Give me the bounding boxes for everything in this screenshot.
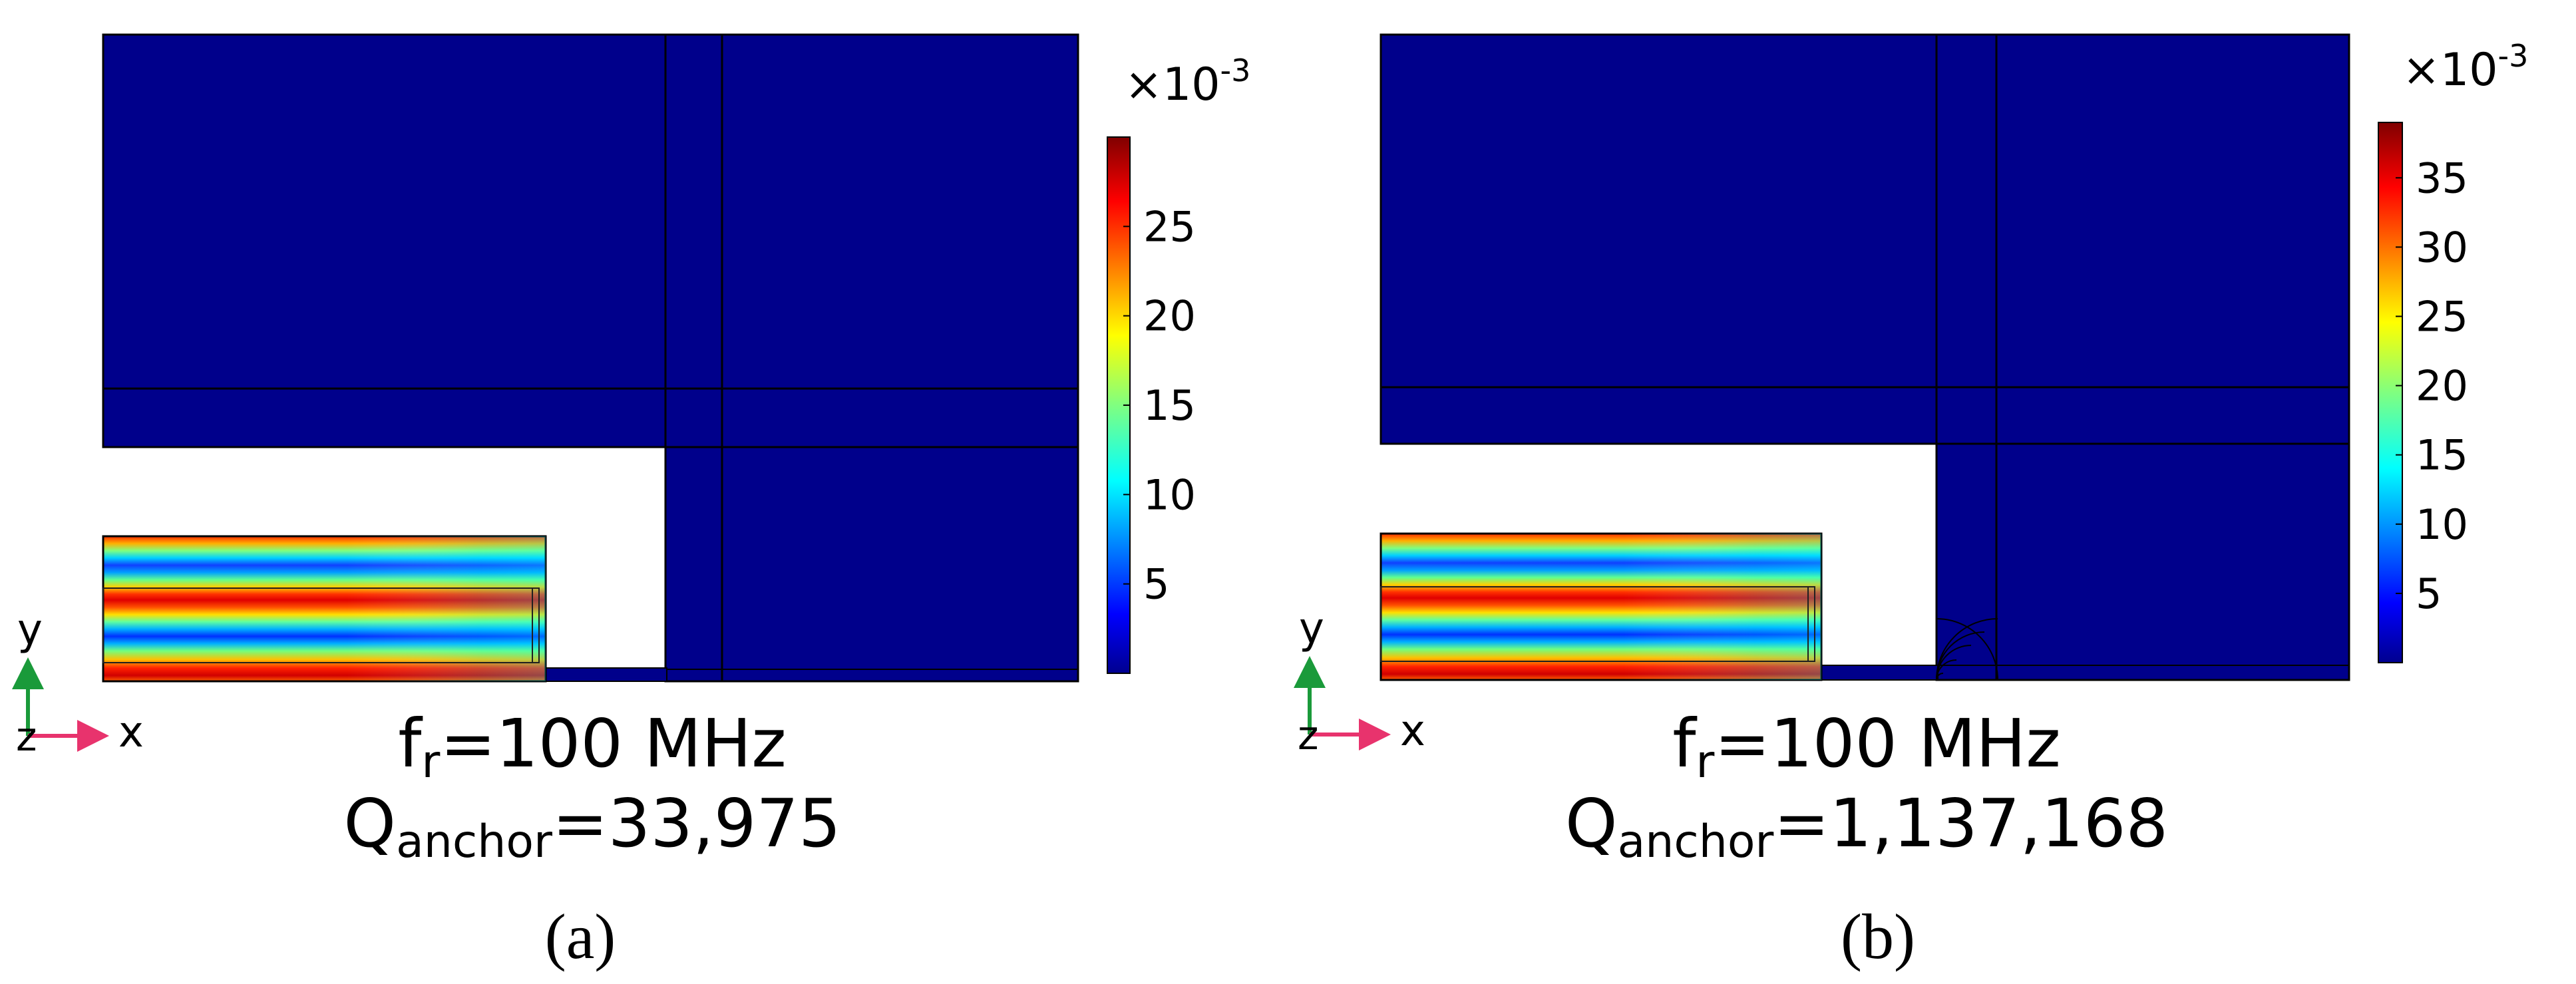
z-axis-label: z bbox=[16, 714, 37, 760]
colorbar-tick-label: 30 bbox=[2416, 223, 2468, 271]
colorbar-tick-label: 15 bbox=[1143, 381, 1196, 430]
axis-triad: y z x bbox=[1294, 604, 1425, 759]
y-axis-label: y bbox=[17, 605, 43, 655]
beam-inner-outline bbox=[1380, 586, 1815, 662]
y-axis-label: y bbox=[1299, 604, 1324, 653]
anchor-quality-factor: Qanchor=1,137,168 bbox=[1565, 784, 2168, 868]
beam-field-fade bbox=[1381, 534, 1821, 680]
anchor-stem bbox=[1819, 665, 1938, 681]
colorbar-exponent: ×10-3 bbox=[2402, 38, 2528, 96]
colorbar-tick-label: 25 bbox=[2416, 292, 2468, 341]
anchor-stem bbox=[545, 667, 667, 682]
colorbar-tick-label: 5 bbox=[1143, 560, 1169, 609]
colorbar-tick-label: 20 bbox=[1143, 292, 1196, 341]
anchor-block bbox=[1935, 442, 2350, 681]
beam-inner-outline bbox=[102, 587, 540, 663]
beam-field-fade bbox=[103, 536, 546, 681]
resonant-frequency: fr=100 MHz bbox=[398, 705, 787, 788]
panel-label: (b) bbox=[1841, 901, 1915, 972]
pml-arcs bbox=[1936, 618, 1998, 681]
panel-label: (a) bbox=[545, 901, 616, 972]
colorbar-gradient bbox=[2378, 122, 2403, 663]
anchor-block bbox=[664, 446, 1079, 683]
colorbar: ×10-3 5 10 15 20 25 bbox=[1107, 53, 1250, 674]
colorbar-tick-label: 5 bbox=[2416, 570, 2442, 618]
resonator-beam bbox=[1380, 532, 1823, 681]
panel-b: ×10-3 5 10 15 20 25 30 35 y z x fr=100 MHz Qan… bbox=[1294, 33, 2528, 972]
colorbar-ticks: 5 10 15 20 25 bbox=[1123, 202, 1196, 609]
x-axis-label: x bbox=[1400, 707, 1425, 756]
x-axis-label: x bbox=[118, 708, 144, 757]
simulation-domain bbox=[102, 33, 1079, 683]
colorbar-tick-label: 35 bbox=[2416, 154, 2468, 202]
colorbar-exponent: ×10-3 bbox=[1125, 53, 1250, 111]
upper-substrate-block bbox=[1380, 33, 2350, 445]
panel-a: ×10-3 5 10 15 20 25 y z x fr=100 MHz Qanchor… bbox=[12, 33, 1250, 972]
resonant-frequency: fr=100 MHz bbox=[1672, 705, 2061, 788]
z-axis-label: z bbox=[1298, 713, 1319, 759]
colorbar-tick-label: 25 bbox=[1143, 202, 1196, 251]
axis-triad: y z x bbox=[12, 605, 144, 760]
anchor-quality-factor: Qanchor=33,975 bbox=[343, 784, 840, 868]
colorbar: ×10-3 5 10 15 20 25 30 35 bbox=[2378, 38, 2528, 663]
simulation-domain bbox=[1380, 33, 2350, 681]
resonator-beam bbox=[102, 535, 547, 683]
colorbar-tick-label: 10 bbox=[2416, 500, 2468, 549]
colorbar-ticks: 5 10 15 20 25 30 35 bbox=[2396, 154, 2468, 618]
colorbar-tick-label: 15 bbox=[2416, 431, 2468, 480]
upper-substrate-block bbox=[102, 33, 1079, 448]
colorbar-tick-label: 20 bbox=[2416, 362, 2468, 410]
colorbar-tick-label: 10 bbox=[1143, 470, 1196, 519]
